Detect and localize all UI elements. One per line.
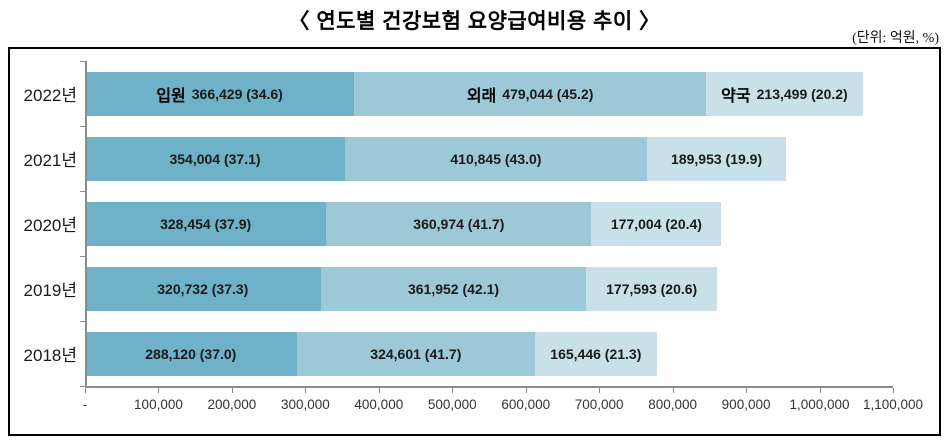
segment-value-label: 410,845 (43.0) [450,150,542,167]
segment-value-label: 361,952 (42.1) [407,280,500,297]
x-axis-tick [452,388,454,393]
bar-track: 입원 366,429 (34.6) 외래 479,044 (45.2) 약국 213,49… [85,71,893,116]
x-axis-tick [85,388,86,393]
row-label: 2018년 [23,346,77,365]
chart-frame: 2022년 입원 366,429 (34.6) 외래 479,044 (45.2) 약국 2… [8,47,941,436]
x-axis-tick-label: 100,000 [134,397,183,412]
segment-value-label: 213,499 (20.2) [756,85,848,102]
bar-segment-pharmacy: 177,593 (20.6) [586,266,717,311]
bar-segment-outpatient: 361,952 (42.1) [320,266,587,311]
y-axis-line [80,61,87,387]
bar-segment-pharmacy: 약국 213,499 (20.2) [706,71,863,116]
row-label: 2021년 [23,151,77,170]
bar-row: 2021년 354,004 (37.1) 410,845 (43.0) 189,953… [10,126,939,191]
bar-segment-outpatient: 360,974 (41.7) [326,201,592,246]
bar-row: 2020년 328,454 (37.9) 360,974 (41.7) 177,004… [10,191,939,256]
segment-value-label: 479,044 (45.2) [502,85,594,102]
x-axis-tick [599,388,601,393]
bar-row: 2018년 288,120 (37.0) 324,601 (41.7) 165,446… [10,321,939,386]
segment-value-label: 366,429 (34.6) [191,85,283,102]
x-axis-tick [305,388,307,393]
x-axis-tick-label: 400,000 [354,397,404,412]
segment-value-label: 320,732 (37.3) [157,280,249,297]
x-axis-tick [672,388,674,393]
y-axis-tick [80,256,86,257]
x-axis-tick-label: 500,000 [427,397,477,412]
segment-value-label: 189,953 (19.9) [671,150,763,167]
page-title: 〈 연도별 건강보험 요양급여비용 추이 〉 [288,10,661,33]
row-label: 2020년 [23,216,77,235]
segment-value-label: 177,004 (20.4) [610,215,702,232]
x-axis-tick-label: - [82,397,88,412]
x-axis-tick-label: 300,000 [280,397,330,412]
y-axis-tick [80,61,86,62]
x-axis-tick-label: 1,100,000 [862,397,924,412]
bar-segment-pharmacy: 165,446 (21.3) [535,331,657,376]
bar-segment-pharmacy: 189,953 (19.9) [646,136,787,181]
bar-segment-inpatient: 320,732 (37.3) [85,266,321,311]
bar-track: 320,732 (37.3) 361,952 (42.1) 177,593 (20.… [85,266,893,311]
segment-value-label: 177,593 (20.6) [606,280,698,297]
plot-area: 2022년 입원 366,429 (34.6) 외래 479,044 (45.2) 약국 2… [10,49,939,434]
bar-segment-pharmacy: 177,004 (20.4) [591,201,722,246]
y-axis-tick [80,126,86,127]
x-axis-line: - 100,000 200,000 300,000 400,000 500,000 600,… [83,386,923,412]
x-axis-tick-label: 900,000 [721,397,771,412]
bar-track: 354,004 (37.1) 410,845 (43.0) 189,953 (19.… [85,136,893,181]
x-axis-tick [158,388,160,393]
bar-segment-outpatient: 324,601 (41.7) [296,331,536,376]
segment-value-label: 328,454 (37.9) [160,215,252,232]
segment-value-label: 360,974 (41.7) [413,215,505,232]
x-axis-tick-label: 1,000,000 [789,397,850,412]
row-label: 2022년 [23,86,77,105]
x-axis-tick-label: 600,000 [501,397,551,412]
x-axis-tick [378,388,380,393]
segment-series-label: 외래 [466,87,497,105]
bar-segment-inpatient: 입원 366,429 (34.6) [85,71,355,116]
bar-row: 2022년 입원 366,429 (34.6) 외래 479,044 (45.2) 약국 2… [10,61,939,126]
bar-track: 328,454 (37.9) 360,974 (41.7) 177,004 (20.… [85,201,893,246]
x-axis-tick [893,388,894,393]
y-axis-tick [80,191,86,192]
x-axis-tick [819,388,821,393]
segment-value-label: 165,446 (21.3) [550,345,642,362]
bar-row: 2019년 320,732 (37.3) 361,952 (42.1) 177,593… [10,256,939,321]
x-axis-tick [525,388,527,393]
x-axis-tick-label: 800,000 [648,397,698,412]
bar-segment-inpatient: 288,120 (37.0) [85,331,297,376]
bar-segment-outpatient: 외래 479,044 (45.2) [354,71,707,116]
segment-value-label: 288,120 (37.0) [145,345,237,362]
segment-value-label: 354,004 (37.1) [169,150,261,167]
bar-rows-container: 2022년 입원 366,429 (34.6) 외래 479,044 (45.2) 약국 2… [10,61,939,386]
bar-segment-inpatient: 328,454 (37.9) [85,201,327,246]
y-axis-tick [80,321,86,322]
x-axis-tick [231,388,233,393]
segment-series-label: 입원 [156,87,186,105]
segment-value-label: 324,601 (41.7) [370,345,462,362]
bar-segment-inpatient: 354,004 (37.1) [85,136,346,181]
bar-segment-outpatient: 410,845 (43.0) [345,136,647,181]
segment-series-label: 약국 [721,87,751,105]
x-axis-tick-label: 700,000 [574,397,624,412]
x-axis-tick-label: 200,000 [207,397,257,412]
unit-label: (단위: 억원, %) [852,31,939,46]
row-label: 2019년 [23,281,77,300]
bar-track: 288,120 (37.0) 324,601 (41.7) 165,446 (21.… [85,331,893,376]
x-axis-tick [746,388,748,393]
y-axis-tick [80,386,86,387]
